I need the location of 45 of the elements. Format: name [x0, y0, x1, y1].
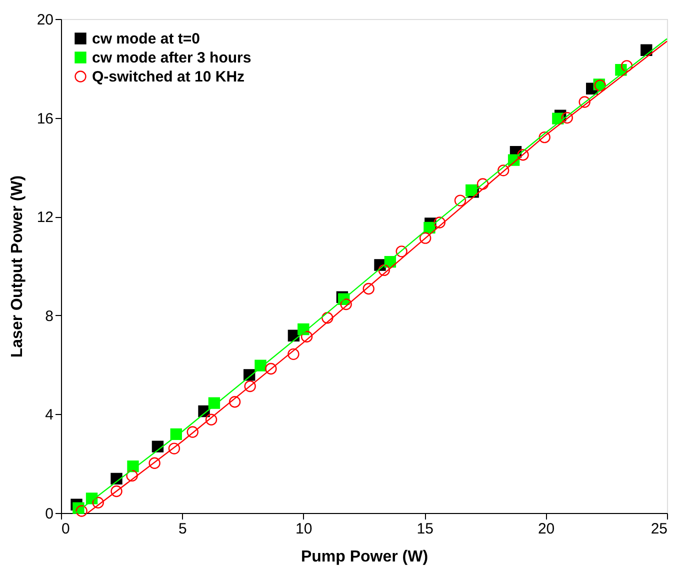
point [454, 194, 466, 206]
x-axis-title: Pump Power (W) [300, 548, 428, 566]
point [288, 348, 300, 360]
legend-label: cw mode at t=0 [92, 30, 200, 48]
point [228, 396, 241, 408]
y-tick-label: 16 [36, 110, 54, 128]
point [517, 149, 529, 161]
point [396, 246, 408, 258]
x-tick-label: 10 [296, 520, 312, 538]
point [148, 457, 160, 469]
point [110, 485, 122, 498]
y-tick-label: 12 [36, 209, 54, 226]
point [578, 96, 590, 108]
point [244, 380, 256, 392]
point [126, 470, 138, 482]
point [186, 426, 198, 438]
point [265, 362, 277, 375]
point [168, 442, 180, 454]
point [300, 330, 313, 342]
point [205, 414, 218, 426]
y-tick-label: 4 [45, 406, 54, 424]
point [340, 298, 352, 310]
y-tick-label: 8 [45, 308, 54, 325]
legend-label: Q-switched at 10 KHz [92, 68, 245, 86]
y-axis-title: Laser Output Power (W) [8, 175, 26, 358]
point [498, 164, 510, 176]
point [322, 312, 334, 324]
point [419, 232, 432, 244]
point [476, 178, 489, 190]
y-tick-label: 20 [36, 12, 54, 28]
x-tick-label: 20 [538, 520, 555, 538]
point [208, 397, 220, 409]
x-tick-label: 25 [650, 520, 668, 538]
point [378, 264, 390, 276]
x-tick-label: 0 [62, 520, 70, 538]
point [362, 282, 374, 295]
point [434, 216, 446, 228]
y-tick-label: 0 [45, 506, 54, 522]
point [92, 496, 104, 508]
x-tick-label: 15 [416, 520, 434, 538]
point [620, 60, 633, 72]
point [561, 112, 573, 124]
point [538, 131, 550, 144]
x-tick-label: 5 [178, 520, 187, 538]
legend-label: cw mode after 3 hours [92, 50, 252, 66]
